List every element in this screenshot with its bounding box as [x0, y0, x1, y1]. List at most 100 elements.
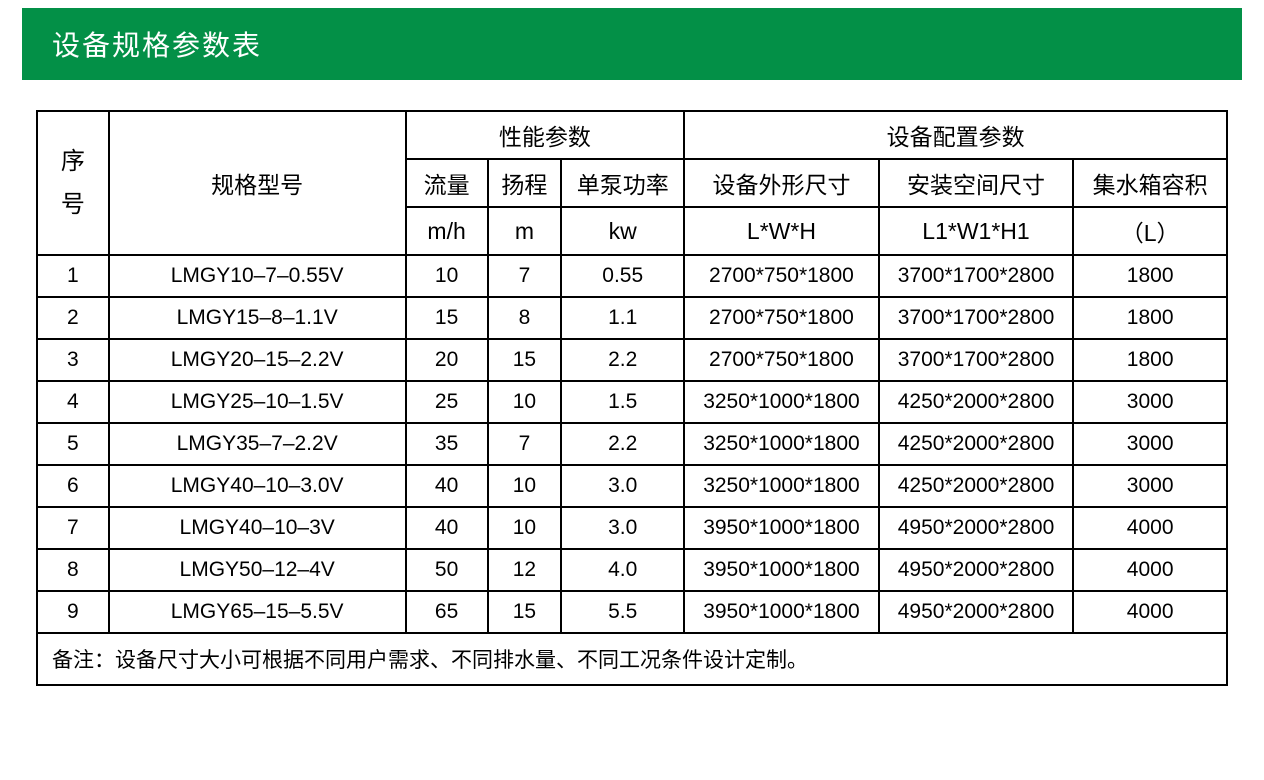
cell-seq: 3: [37, 339, 109, 381]
cell-flow: 40: [406, 507, 488, 549]
cell-flow: 25: [406, 381, 488, 423]
spec-table: 序 号 规格型号 性能参数 设备配置参数 流量 扬程 单泵功率 设备外形尺寸 安…: [36, 110, 1228, 686]
cell-power: 0.55: [561, 255, 684, 297]
cell-install-size: 4250*2000*2800: [879, 465, 1074, 507]
cell-model: LMGY20–15–2.2V: [109, 339, 406, 381]
cell-outer-size: 2700*750*1800: [684, 297, 879, 339]
cell-head: 7: [488, 255, 562, 297]
table-row: 2LMGY15–8–1.1V1581.12700*750*18003700*17…: [37, 297, 1227, 339]
table-row: 3LMGY20–15–2.2V20152.22700*750*18003700*…: [37, 339, 1227, 381]
cell-install-size: 4250*2000*2800: [879, 381, 1074, 423]
cell-install-size: 3700*1700*2800: [879, 297, 1074, 339]
cell-flow: 35: [406, 423, 488, 465]
cell-head: 10: [488, 507, 562, 549]
table-row: 5LMGY35–7–2.2V3572.23250*1000*18004250*2…: [37, 423, 1227, 465]
cell-seq: 2: [37, 297, 109, 339]
page-title: 设备规格参数表: [22, 8, 1242, 80]
cell-power: 2.2: [561, 423, 684, 465]
header-seq-char1: 序: [42, 140, 104, 183]
cell-install-size: 3700*1700*2800: [879, 339, 1074, 381]
cell-tank: 1800: [1073, 255, 1227, 297]
cell-tank: 1800: [1073, 297, 1227, 339]
cell-seq: 9: [37, 591, 109, 633]
cell-model: LMGY40–10–3.0V: [109, 465, 406, 507]
cell-power: 4.0: [561, 549, 684, 591]
cell-seq: 4: [37, 381, 109, 423]
cell-power: 3.0: [561, 465, 684, 507]
cell-install-size: 4250*2000*2800: [879, 423, 1074, 465]
table-row: 1LMGY10–7–0.55V1070.552700*750*18003700*…: [37, 255, 1227, 297]
cell-install-size: 4950*2000*2800: [879, 549, 1074, 591]
cell-outer-size: 3250*1000*1800: [684, 423, 879, 465]
cell-head: 15: [488, 591, 562, 633]
cell-install-size: 4950*2000*2800: [879, 507, 1074, 549]
cell-model: LMGY65–15–5.5V: [109, 591, 406, 633]
cell-flow: 65: [406, 591, 488, 633]
cell-seq: 7: [37, 507, 109, 549]
cell-outer-size: 2700*750*1800: [684, 339, 879, 381]
cell-tank: 4000: [1073, 507, 1227, 549]
header-perf-group: 性能参数: [406, 111, 685, 159]
table-row: 8LMGY50–12–4V50124.03950*1000*18004950*2…: [37, 549, 1227, 591]
header-head-unit: m: [488, 207, 562, 255]
cell-tank: 4000: [1073, 591, 1227, 633]
cell-model: LMGY15–8–1.1V: [109, 297, 406, 339]
cell-power: 1.5: [561, 381, 684, 423]
header-tank-unit: （L）: [1073, 207, 1227, 255]
cell-tank: 3000: [1073, 381, 1227, 423]
header-install-size: 安装空间尺寸: [879, 159, 1074, 207]
cell-outer-size: 3250*1000*1800: [684, 465, 879, 507]
cell-flow: 20: [406, 339, 488, 381]
cell-tank: 3000: [1073, 465, 1227, 507]
cell-seq: 5: [37, 423, 109, 465]
table-row: 6LMGY40–10–3.0V40103.03250*1000*18004250…: [37, 465, 1227, 507]
header-tank: 集水箱容积: [1073, 159, 1227, 207]
cell-head: 7: [488, 423, 562, 465]
header-power: 单泵功率: [561, 159, 684, 207]
cell-outer-size: 3950*1000*1800: [684, 549, 879, 591]
header-seq: 序 号: [37, 111, 109, 255]
cell-outer-size: 2700*750*1800: [684, 255, 879, 297]
cell-head: 15: [488, 339, 562, 381]
cell-model: LMGY10–7–0.55V: [109, 255, 406, 297]
cell-outer-size: 3950*1000*1800: [684, 507, 879, 549]
header-power-unit: kw: [561, 207, 684, 255]
cell-head: 10: [488, 465, 562, 507]
cell-model: LMGY35–7–2.2V: [109, 423, 406, 465]
cell-seq: 1: [37, 255, 109, 297]
spec-table-wrapper: 序 号 规格型号 性能参数 设备配置参数 流量 扬程 单泵功率 设备外形尺寸 安…: [0, 80, 1264, 706]
cell-power: 2.2: [561, 339, 684, 381]
cell-flow: 15: [406, 297, 488, 339]
cell-power: 3.0: [561, 507, 684, 549]
table-footnote: 备注：设备尺寸大小可根据不同用户需求、不同排水量、不同工况条件设计定制。: [37, 633, 1227, 685]
cell-flow: 10: [406, 255, 488, 297]
table-body: 1LMGY10–7–0.55V1070.552700*750*18003700*…: [37, 255, 1227, 633]
header-seq-char2: 号: [42, 183, 104, 226]
table-row: 7LMGY40–10–3V40103.03950*1000*18004950*2…: [37, 507, 1227, 549]
cell-install-size: 3700*1700*2800: [879, 255, 1074, 297]
table-row: 4LMGY25–10–1.5V25101.53250*1000*18004250…: [37, 381, 1227, 423]
header-outer-unit: L*W*H: [684, 207, 879, 255]
cell-seq: 8: [37, 549, 109, 591]
cell-model: LMGY50–12–4V: [109, 549, 406, 591]
cell-seq: 6: [37, 465, 109, 507]
cell-tank: 3000: [1073, 423, 1227, 465]
header-flow: 流量: [406, 159, 488, 207]
table-row: 9LMGY65–15–5.5V65155.53950*1000*18004950…: [37, 591, 1227, 633]
header-outer-size: 设备外形尺寸: [684, 159, 879, 207]
cell-power: 1.1: [561, 297, 684, 339]
cell-head: 12: [488, 549, 562, 591]
cell-outer-size: 3950*1000*1800: [684, 591, 879, 633]
header-flow-unit: m/h: [406, 207, 488, 255]
cell-head: 8: [488, 297, 562, 339]
header-install-unit: L1*W1*H1: [879, 207, 1074, 255]
cell-model: LMGY25–10–1.5V: [109, 381, 406, 423]
cell-head: 10: [488, 381, 562, 423]
cell-install-size: 4950*2000*2800: [879, 591, 1074, 633]
cell-model: LMGY40–10–3V: [109, 507, 406, 549]
cell-outer-size: 3250*1000*1800: [684, 381, 879, 423]
cell-tank: 1800: [1073, 339, 1227, 381]
header-head: 扬程: [488, 159, 562, 207]
table-header: 序 号 规格型号 性能参数 设备配置参数 流量 扬程 单泵功率 设备外形尺寸 安…: [37, 111, 1227, 255]
cell-power: 5.5: [561, 591, 684, 633]
